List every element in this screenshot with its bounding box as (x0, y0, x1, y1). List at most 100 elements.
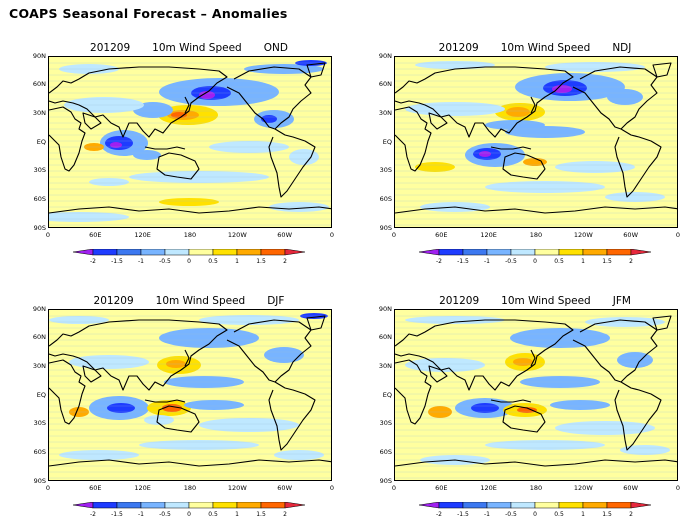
anomaly-region (620, 445, 670, 455)
coastline (156, 405, 200, 433)
anomaly-map (49, 310, 331, 480)
colorbar-arrow-right (630, 502, 651, 509)
longitude-label: 120E (134, 484, 151, 492)
colorbar-swatch (462, 502, 488, 509)
colorbar-arrow-left (73, 502, 94, 509)
longitude-label: 120E (134, 231, 151, 239)
coastline (502, 152, 546, 180)
anomaly-region (555, 421, 655, 435)
anomaly-region (139, 440, 259, 450)
longitude-label: 60W (623, 484, 638, 492)
longitude-label: 0 (45, 484, 51, 492)
longitude-label: 60W (623, 231, 638, 239)
panel-season: OND (263, 42, 288, 54)
colorbar-tick-label: -0.5 (159, 511, 171, 518)
colorbar-tick-label: -2 (90, 258, 96, 265)
colorbar-tick-label: 1 (581, 511, 585, 518)
longitude-label: 180 (529, 484, 543, 492)
anomaly-region (523, 158, 547, 166)
panel-date: 201209 (93, 295, 134, 307)
coastline (268, 128, 316, 198)
anomaly-region (110, 142, 122, 148)
latitude-label: 90S (33, 476, 46, 485)
coastline (49, 206, 331, 214)
anomaly-region (274, 450, 324, 460)
anomaly-region (405, 358, 485, 372)
coastline (572, 319, 658, 383)
panel-variable: 10m Wind Speed (152, 42, 242, 54)
coastline (226, 319, 312, 383)
longitude-label: 60W (277, 231, 292, 239)
colorbar-swatch (92, 502, 118, 509)
forecast-panel-jfm: 201209 10m Wind Speed JFM 90N 60N 30N EQ 30S 60… (346, 295, 680, 520)
colorbar-tick-label: 0 (533, 258, 537, 265)
longitude-label: 120E (480, 484, 497, 492)
longitude-label: 180 (183, 484, 197, 492)
panel-title: 201209 10m Wind Speed JFM (394, 295, 676, 309)
coastline (306, 315, 326, 331)
colorbar-tick-label: -1 (138, 258, 144, 265)
longitude-label: 0 (391, 231, 397, 239)
latitude-label: 30S (33, 419, 46, 428)
latitude-label: EQ (382, 137, 392, 146)
latitude-label: 90S (379, 476, 392, 485)
panel-season: JFM (612, 295, 631, 307)
coastline (144, 399, 186, 403)
colorbar-swatch (438, 502, 464, 509)
latitude-label: 90N (32, 51, 46, 60)
colorbar-swatch (140, 249, 166, 256)
anomaly-map (395, 57, 677, 227)
anomaly-region (144, 415, 174, 425)
colorbar-swatches (73, 249, 305, 256)
panel-title: 201209 10m Wind Speed DJF (48, 295, 330, 309)
colorbar-tick-label: 2 (283, 258, 287, 265)
colorbar-tick-label: 1 (235, 258, 239, 265)
latitude-label: 90N (378, 304, 392, 313)
latitude-label: 60S (33, 447, 46, 456)
anomaly-region (171, 112, 187, 118)
coastline (428, 112, 448, 130)
colorbar-swatches (73, 502, 305, 509)
colorbar-tick-label: 1.5 (256, 258, 266, 265)
colorbar-tick-label: -0.5 (505, 511, 517, 518)
panel-season: DJF (267, 295, 285, 307)
anomaly-map (395, 310, 677, 480)
panel-title: 201209 10m Wind Speed OND (48, 42, 330, 56)
anomaly-region (49, 212, 129, 222)
anomaly-region (159, 328, 259, 348)
latitude-label: 60N (378, 80, 392, 89)
anomaly-region (471, 403, 499, 413)
longitude-label: 120W (573, 231, 593, 239)
panel-season: NDJ (612, 42, 632, 54)
latitude-label: EQ (36, 137, 46, 146)
coastline (428, 365, 448, 383)
coastline (530, 96, 536, 114)
anomaly-region (264, 347, 304, 363)
panel-date: 201209 (439, 295, 480, 307)
anomaly-region (405, 102, 505, 116)
coastline (502, 405, 546, 433)
coastline (395, 459, 677, 467)
colorbar-swatch (510, 249, 536, 256)
colorbar-swatch (558, 502, 584, 509)
colorbar-swatches (419, 249, 651, 256)
anomaly-region (415, 162, 455, 172)
colorbar-tick-label: -0.5 (159, 258, 171, 265)
colorbar-swatch (140, 502, 166, 509)
colorbar-tick-label: 0 (533, 511, 537, 518)
longitude-label: 0 (391, 484, 397, 492)
latitude-label: 30N (378, 108, 392, 117)
latitude-label: 60N (378, 333, 392, 342)
longitude-label: 60E (89, 484, 102, 492)
anomaly-map (49, 57, 331, 227)
coastline (395, 66, 574, 138)
latitude-label: 60S (33, 194, 46, 203)
colorbar-tick-label: -1.5 (111, 258, 123, 265)
colorbar-swatch (188, 249, 214, 256)
coastline (572, 66, 658, 130)
colorbar: -2 -1.5 -1 -0.5 0 0.5 1 1.5 2 (419, 502, 651, 520)
panel-date: 201209 (438, 42, 479, 54)
colorbar-arrow-left (419, 249, 440, 256)
colorbar-swatch (582, 502, 608, 509)
anomaly-region (107, 403, 135, 413)
